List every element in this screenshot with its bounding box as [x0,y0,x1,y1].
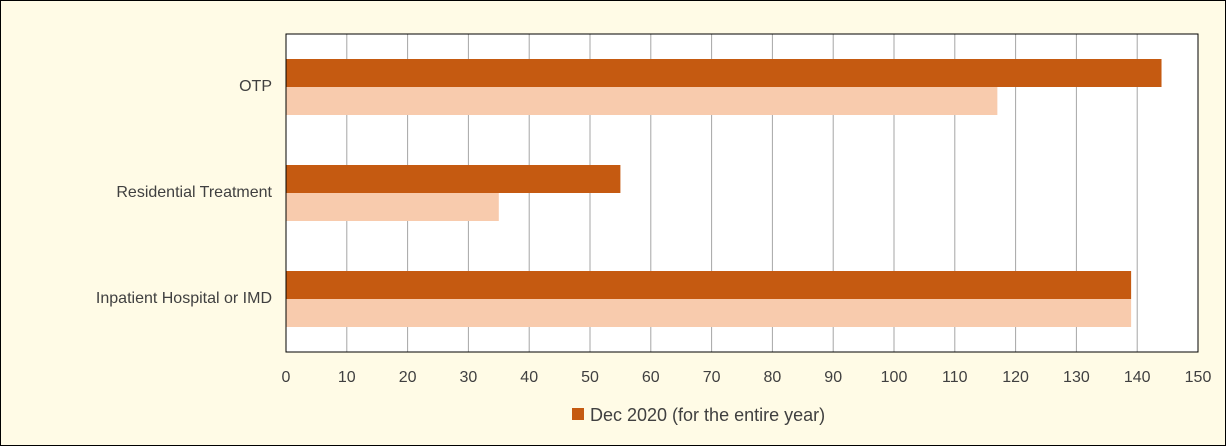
bar-secondary [286,193,499,221]
category-label: Residential Treatment [116,184,272,201]
legend-swatch [572,408,584,420]
legend: Dec 2020 (for the entire year) [572,405,825,425]
x-tick-label: 40 [520,369,538,386]
bar-secondary [286,299,1132,327]
x-tick-label: 30 [460,369,478,386]
x-tick-label: 130 [1063,369,1090,386]
x-tick-label: 110 [942,369,968,386]
category-label: Inpatient Hospital or IMD [96,290,272,307]
x-tick-label: 150 [1185,369,1212,386]
x-tick-label: 120 [1002,369,1029,386]
plot-border [285,33,1199,353]
x-tick-label: 10 [338,369,356,386]
category-labels: OTP Residential Treatment Inpatient Hospit… [96,78,273,307]
x-tick-label: 90 [824,369,842,386]
bar-primary [286,59,1162,87]
legend-label: Dec 2020 (for the entire year) [590,405,825,425]
category-label: OTP [239,78,272,95]
x-tick-label: 20 [399,369,417,386]
bars [286,59,1162,327]
x-tick-label: 70 [703,369,721,386]
x-tick-label: 0 [282,369,291,386]
x-tick-label: 100 [881,369,908,386]
x-tick-label: 50 [581,369,599,386]
x-tick-label: 60 [642,369,660,386]
x-tick-labels: 0 10 20 30 40 50 60 70 80 90 100 110 120 130 140 150 [282,369,1212,386]
bar-primary [286,165,621,193]
bar-secondary [286,87,998,115]
x-tick-label: 80 [764,369,782,386]
bar-primary [286,271,1132,299]
x-tick-label: 140 [1124,369,1151,386]
